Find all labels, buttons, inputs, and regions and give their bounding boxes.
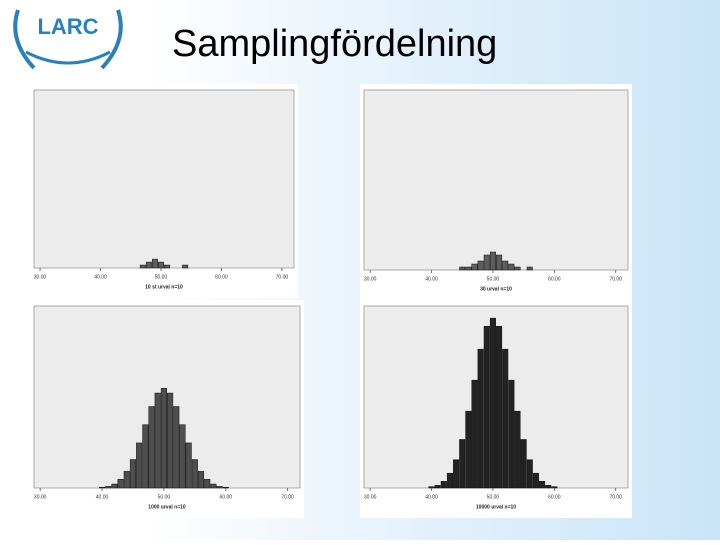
dot-stack bbox=[158, 261, 164, 269]
dot-stack bbox=[210, 483, 217, 489]
x-tick-label: 60.00 bbox=[548, 276, 561, 282]
dot-stack bbox=[471, 263, 478, 271]
x-tick-label: 30.00 bbox=[34, 274, 47, 280]
x-tick-label: 30.00 bbox=[364, 494, 377, 500]
plot-area bbox=[363, 305, 629, 489]
dot-stack bbox=[526, 266, 533, 271]
dot-stack bbox=[551, 486, 558, 489]
dot-stack bbox=[160, 388, 167, 489]
x-tick-label: 40.00 bbox=[425, 276, 438, 282]
dot-stack bbox=[197, 471, 205, 489]
x-tick-label: 40.00 bbox=[425, 494, 438, 500]
dot-stack bbox=[222, 486, 229, 489]
logo: LARC bbox=[13, 9, 123, 70]
dot-stack bbox=[465, 266, 472, 271]
dot-stack bbox=[514, 410, 521, 489]
dot-stack bbox=[99, 486, 106, 489]
dot-stack bbox=[105, 486, 112, 489]
dot-stack bbox=[145, 261, 152, 269]
dot-stack bbox=[446, 472, 453, 489]
dot-stack bbox=[483, 254, 490, 271]
x-axis-label: 10 st urval n=10 bbox=[145, 284, 183, 290]
x-tick-label: 40.00 bbox=[94, 274, 107, 280]
dot-stack bbox=[191, 459, 198, 489]
x-tick-label: 60.00 bbox=[220, 494, 233, 500]
logo-swoosh bbox=[25, 50, 111, 65]
dot-stack bbox=[164, 264, 170, 269]
dot-stack bbox=[489, 317, 496, 489]
dot-stack bbox=[526, 459, 533, 489]
dot-stack bbox=[508, 379, 515, 489]
logo-text: LARC bbox=[37, 14, 98, 39]
dot-stack bbox=[142, 424, 149, 489]
x-tick-label: 30.00 bbox=[364, 276, 377, 282]
x-tick-label: 50.00 bbox=[158, 494, 171, 500]
dot-stack bbox=[520, 439, 527, 489]
dot-stack bbox=[477, 348, 484, 489]
dot-stack bbox=[440, 481, 447, 489]
dot-stack bbox=[453, 459, 460, 489]
chart-panel: 30.00 40.00 50.00 60.00 70.00 1000 urval n=10 bbox=[30, 300, 304, 518]
dot-stack bbox=[136, 442, 143, 489]
x-tick-label: 30.00 bbox=[34, 494, 47, 500]
plot-area bbox=[33, 305, 301, 489]
dot-stack bbox=[539, 481, 546, 489]
x-tick-label: 70.00 bbox=[281, 494, 294, 500]
dot-stack bbox=[123, 471, 130, 489]
dot-stack bbox=[434, 485, 441, 489]
dot-stack bbox=[502, 348, 509, 489]
x-tick-label: 70.00 bbox=[609, 276, 622, 282]
dot-stack bbox=[514, 266, 521, 271]
dot-stack bbox=[167, 392, 174, 489]
chart-panel: 30.00 40.00 50.00 60.00 70.00 30 urval n=10 bbox=[360, 84, 632, 300]
dot-stack bbox=[111, 483, 118, 489]
dot-stack bbox=[489, 251, 496, 271]
dot-stack bbox=[117, 479, 124, 489]
dot-stack bbox=[173, 406, 180, 489]
dot-stack bbox=[182, 264, 189, 269]
dot-stack bbox=[204, 479, 211, 489]
plot-area bbox=[363, 89, 629, 271]
dot-stack bbox=[151, 258, 158, 269]
dot-stack bbox=[148, 406, 155, 489]
dot-stack bbox=[216, 486, 223, 489]
x-tick-label: 60.00 bbox=[215, 274, 228, 280]
dot-stack bbox=[545, 485, 552, 489]
dot-stack bbox=[459, 266, 466, 271]
dot-stack bbox=[465, 410, 472, 489]
logo-wing bbox=[100, 9, 123, 70]
dot-stack bbox=[185, 442, 192, 489]
dot-stack bbox=[496, 325, 503, 489]
x-tick-label: 50.00 bbox=[487, 494, 500, 500]
chart-panel: 30.00 40.00 50.00 60.00 70.00 10000 urval n=1… bbox=[360, 300, 632, 518]
x-tick-label: 50.00 bbox=[155, 274, 168, 280]
chart-panel: 30.00 40.00 50.00 60.00 70.00 10 st urval n=1… bbox=[30, 84, 298, 298]
dot-stack bbox=[483, 325, 490, 489]
x-axis-label: 30 urval n=10 bbox=[480, 286, 512, 292]
dot-stack bbox=[508, 263, 515, 271]
dot-stack bbox=[129, 459, 137, 489]
dot-stack bbox=[502, 260, 509, 271]
x-tick-label: 70.00 bbox=[276, 274, 289, 280]
x-tick-label: 70.00 bbox=[609, 494, 622, 500]
x-tick-label: 40.00 bbox=[96, 494, 109, 500]
x-axis-label: 10000 urval n=10 bbox=[476, 504, 516, 510]
x-tick-label: 60.00 bbox=[548, 494, 561, 500]
dot-stack bbox=[532, 472, 539, 489]
x-tick-label: 50.00 bbox=[487, 276, 500, 282]
dot-stack bbox=[179, 424, 186, 489]
dot-stack bbox=[154, 392, 161, 489]
x-axis-label: 1000 urval n=10 bbox=[148, 504, 186, 510]
dot-stack bbox=[428, 486, 435, 489]
logo-wing bbox=[13, 9, 36, 70]
dot-stack bbox=[139, 264, 146, 269]
plot-area bbox=[33, 89, 295, 269]
dot-stack bbox=[459, 439, 466, 489]
slide-title: Samplingfördelning bbox=[172, 23, 497, 65]
dot-stack bbox=[471, 379, 478, 489]
dot-stack bbox=[496, 254, 503, 271]
dot-stack bbox=[477, 260, 484, 271]
